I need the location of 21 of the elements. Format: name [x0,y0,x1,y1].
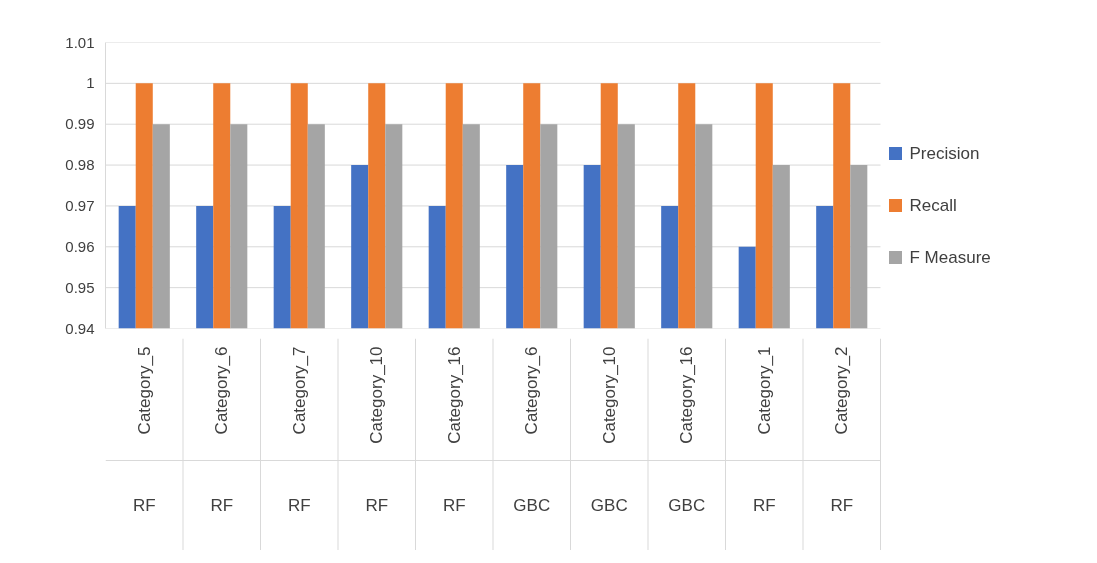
y-tick-label: 0.95 [65,278,95,296]
category-label: Category_1 RF [752,346,776,515]
y-tick-label: 1 [86,74,95,92]
category-label: Category_7 RF [287,346,311,515]
y-tick-label: 0.99 [65,115,95,133]
category-label: Category_2 RF [830,346,854,515]
y-tick-label: 0.98 [65,156,95,174]
y-tick-label: 0.94 [65,319,95,337]
legend-label: Precision [909,144,980,163]
y-tick-label: 0.97 [65,196,95,214]
y-tick-label: 0.96 [65,237,95,255]
legend-label: Recall [909,196,957,215]
category-label: Category_5 RF [132,346,156,515]
category-label: Category_6 GBC [513,346,551,515]
category-label: Category_6 RF [210,346,234,515]
category-label: Category_16 GBC [668,346,706,515]
category-label: Category_10 GBC [590,346,628,515]
category-label: Category_16 RF [442,346,466,515]
legend-label: F Measure [909,248,991,267]
category-label: Category_10 RF [365,346,389,515]
y-tick-label: 1.01 [65,33,95,51]
